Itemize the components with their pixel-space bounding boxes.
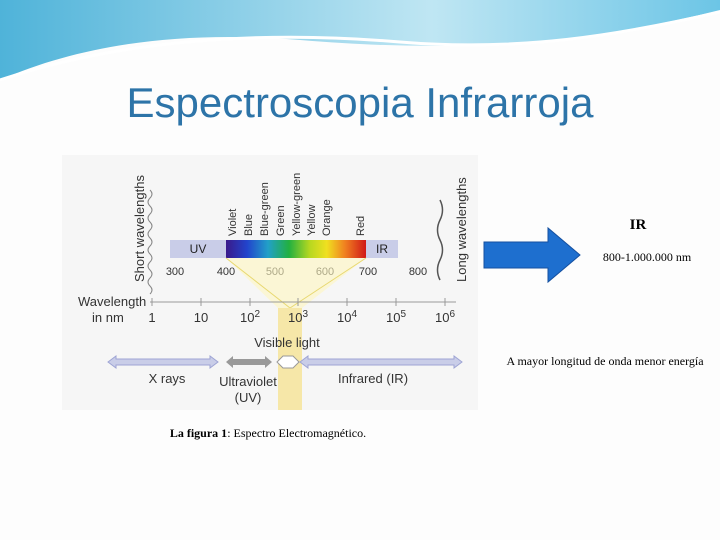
axis-label: in nm	[92, 310, 124, 325]
cone-edge	[225, 257, 291, 309]
xray-arrow	[107, 355, 219, 369]
log-base: 10	[337, 310, 351, 325]
color-label: Violet	[227, 209, 239, 236]
wave-icon	[147, 189, 153, 295]
log-exponent: 4	[351, 309, 357, 320]
ir-long-label: Infrared (IR)	[338, 371, 408, 386]
short-label: Short wavelengths	[132, 175, 147, 282]
uv-long-label: Ultraviolet	[219, 374, 277, 389]
caption-rest: : Espectro Electromagnético.	[227, 426, 366, 440]
log-tick-label: 106	[435, 309, 455, 325]
log-base: 10	[240, 310, 254, 325]
long-label: Long wavelengths	[454, 177, 469, 282]
log-base: 10	[288, 310, 302, 325]
side-note: A mayor longitud de onda menor energía	[506, 354, 704, 368]
log-exponent: 3	[302, 309, 308, 320]
color-label: Yellow-green	[291, 173, 303, 236]
log-exponent: 2	[254, 309, 260, 320]
xray-label: X rays	[149, 371, 186, 386]
log-base: 10	[194, 310, 208, 325]
axis-label: Wavelength	[78, 294, 146, 309]
log-base: 1	[148, 310, 155, 325]
ir-arrow	[299, 355, 463, 369]
uv-label: UV	[190, 242, 207, 256]
side-range: 800-1.000.000 nm	[603, 250, 692, 264]
color-label: Blue-green	[259, 182, 271, 236]
caption: La figura 1: Espectro Electromagnético.	[170, 426, 366, 440]
color-label: Blue	[243, 214, 255, 236]
nm-tick-label: 800	[409, 266, 427, 278]
log-tick-label: 10	[194, 310, 208, 325]
color-label: Yellow	[306, 205, 318, 236]
log-base: 10	[435, 310, 449, 325]
color-label: Orange	[321, 199, 333, 236]
uv-band	[170, 240, 226, 258]
cone-edge	[289, 257, 367, 309]
visible-band	[226, 240, 366, 258]
log-base: 10	[386, 310, 400, 325]
log-tick-label: 1	[148, 310, 155, 325]
nm-tick-label: 300	[166, 266, 184, 278]
visible-arrow	[276, 355, 300, 369]
color-label: Green	[275, 205, 287, 236]
side-heading: IR	[630, 217, 647, 233]
log-tick-label: 104	[337, 309, 357, 325]
uv-arrow	[226, 356, 272, 368]
nm-tick-label: 400	[217, 266, 235, 278]
log-tick-label: 102	[240, 309, 260, 325]
log-exponent: 5	[400, 309, 406, 320]
visible-cone	[226, 258, 366, 308]
ir-arrow-shape	[483, 226, 581, 284]
log-tick-label: 105	[386, 309, 406, 325]
nm-tick-label: 700	[359, 266, 377, 278]
uv-long-label: (UV)	[235, 390, 262, 405]
ir-band	[366, 240, 398, 258]
caption-bold: La figura 1	[170, 426, 227, 440]
ir-label: IR	[376, 242, 388, 256]
slide-title: Espectroscopia Infrarroja	[127, 79, 595, 126]
color-label: Red	[355, 216, 367, 236]
wave-icon	[436, 199, 444, 281]
header-wave-line	[0, 10, 720, 82]
visible-light-label: Visible light	[254, 335, 320, 350]
log-exponent: 6	[449, 309, 455, 320]
spectrum-figure: Short wavelengths Long wavelengths Viole…	[62, 155, 478, 410]
log-tick-label: 103	[288, 309, 308, 325]
